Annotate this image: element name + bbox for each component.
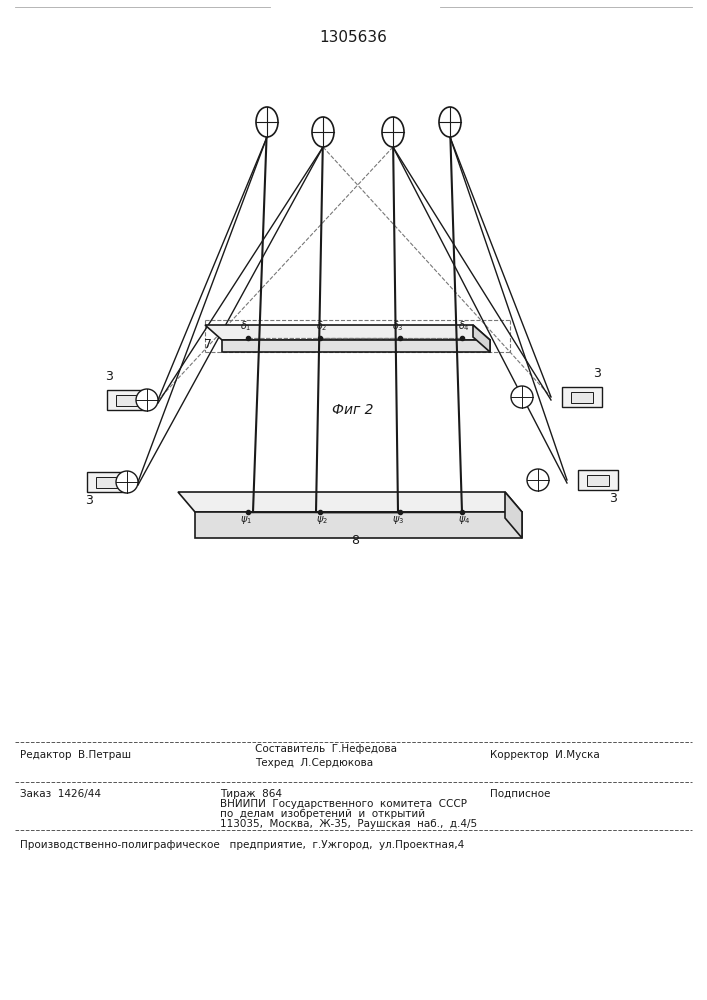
Ellipse shape <box>312 117 334 147</box>
Text: 113035,  Москва,  Ж-35,  Раушская  наб.,  д.4/5: 113035, Москва, Ж-35, Раушская наб., д.4… <box>220 819 477 829</box>
Text: $\psi_4$: $\psi_4$ <box>458 514 470 526</box>
Text: $\delta_2$: $\delta_2$ <box>316 319 328 333</box>
Polygon shape <box>107 390 147 410</box>
Text: 7: 7 <box>204 338 212 351</box>
Polygon shape <box>222 340 490 352</box>
Polygon shape <box>562 387 602 407</box>
Text: $\psi_2$: $\psi_2$ <box>316 514 328 526</box>
Text: 3: 3 <box>105 370 113 383</box>
Text: 1305636: 1305636 <box>319 30 387 45</box>
Polygon shape <box>473 325 490 352</box>
Ellipse shape <box>136 389 158 411</box>
Polygon shape <box>178 492 522 512</box>
Polygon shape <box>578 470 618 490</box>
Polygon shape <box>116 394 138 406</box>
Polygon shape <box>505 492 522 538</box>
Text: 8: 8 <box>351 534 359 546</box>
Text: 3: 3 <box>593 367 601 380</box>
Text: $\psi_3$: $\psi_3$ <box>392 514 404 526</box>
Ellipse shape <box>382 117 404 147</box>
Ellipse shape <box>527 469 549 491</box>
Text: Заказ  1426/44: Заказ 1426/44 <box>20 789 101 799</box>
Polygon shape <box>205 325 490 340</box>
Ellipse shape <box>511 386 533 408</box>
Ellipse shape <box>116 471 138 493</box>
Text: Подписное: Подписное <box>490 789 550 799</box>
Text: Составитель  Г.Нефедова: Составитель Г.Нефедова <box>255 744 397 754</box>
Text: Редактор  В.Петраш: Редактор В.Петраш <box>20 750 131 760</box>
Text: $\delta_3$: $\delta_3$ <box>392 319 404 333</box>
Text: $\delta_1$: $\delta_1$ <box>240 319 252 333</box>
Text: Производственно-полиграфическое   предприятие,  г.Ужгород,  ул.Проектная,4: Производственно-полиграфическое предприя… <box>20 840 464 850</box>
Text: по  делам  изобретений  и  открытий: по делам изобретений и открытий <box>220 809 425 819</box>
Polygon shape <box>96 477 118 488</box>
Polygon shape <box>571 391 593 402</box>
Text: Корректор  И.Муска: Корректор И.Муска <box>490 750 600 760</box>
Text: 3: 3 <box>85 494 93 507</box>
Text: $\psi_1$: $\psi_1$ <box>240 514 252 526</box>
Text: Фиг 2: Фиг 2 <box>332 403 374 417</box>
Text: $\delta_4$: $\delta_4$ <box>458 319 470 333</box>
Text: 3: 3 <box>609 492 617 505</box>
Polygon shape <box>587 475 609 486</box>
Polygon shape <box>87 472 127 492</box>
Ellipse shape <box>256 107 278 137</box>
Text: Тираж  864: Тираж 864 <box>220 789 282 799</box>
Text: ВНИИПИ  Государственного  комитета  СССР: ВНИИПИ Государственного комитета СССР <box>220 799 467 809</box>
Polygon shape <box>195 512 522 538</box>
Text: Техред  Л.Сердюкова: Техред Л.Сердюкова <box>255 758 373 768</box>
Ellipse shape <box>439 107 461 137</box>
